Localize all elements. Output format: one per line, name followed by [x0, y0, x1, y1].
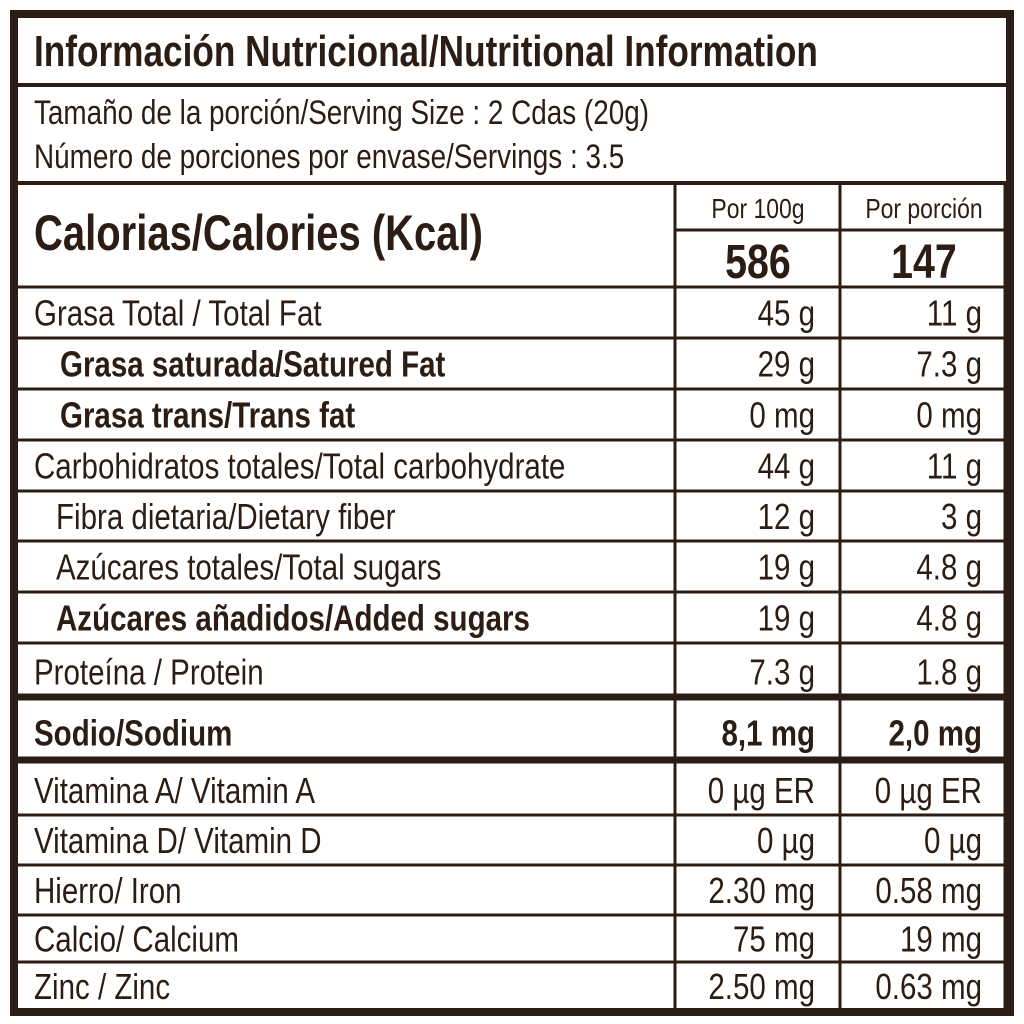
per-serving-value: 2,0 mg [889, 713, 982, 753]
per-serving-value: 19 mg [900, 919, 982, 959]
calories-label: Calorias/Calories (Kcal) [34, 205, 483, 261]
per-100g-value: 75 mg [733, 919, 815, 959]
per-100g-value: 19 g [758, 547, 815, 587]
per-serving-value: 0.63 mg [875, 966, 982, 1006]
per-100g-value: 0 mg [749, 395, 815, 435]
nutrient-name: Fibra dietaria/Dietary fiber [56, 496, 396, 536]
nutrient-name: Proteína / Protein [34, 652, 264, 692]
per-100g-value: 0 µg ER [708, 770, 815, 810]
per-serving-value: 3 g [941, 496, 982, 536]
per-serving-value: 0 mg [916, 395, 982, 435]
per-100g-value: 45 g [758, 293, 815, 333]
nutrient-name: Sodio/Sodium [34, 713, 232, 753]
nutrient-name: Azúcares añadidos/Added sugars [56, 598, 530, 638]
per-100g-value: 44 g [758, 446, 815, 486]
per-serving-value: 0.58 mg [875, 870, 982, 910]
per-serving-value: 4.8 g [916, 598, 982, 638]
nutrient-name: Vitamina A/ Vitamin A [34, 770, 315, 810]
nutrient-name: Zinc / Zinc [34, 966, 170, 1006]
per-100g-value: 7.3 g [749, 652, 815, 692]
column-header: Por porción [865, 194, 982, 225]
label-border [10, 10, 1014, 1016]
calories-value: 586 [725, 235, 791, 289]
nutrient-name: Vitamina D/ Vitamin D [34, 820, 322, 860]
per-serving-value: 1.8 g [916, 652, 982, 692]
per-100g-value: 12 g [758, 496, 815, 536]
per-serving-value: 11 g [927, 293, 982, 333]
per-100g-value: 0 µg [757, 820, 815, 860]
per-100g-value: 8,1 mg [722, 713, 815, 753]
title: Información Nutricional/Nutritional Info… [34, 27, 818, 76]
per-100g-value: 19 g [758, 598, 815, 638]
per-100g-value: 2.50 mg [708, 966, 815, 1006]
per-serving-value: 7.3 g [916, 344, 982, 384]
nutrient-name: Calcio/ Calcium [34, 919, 239, 959]
nutrient-name: Carbohidratos totales/Total carbohydrate [34, 446, 565, 486]
column-header: Por 100g [711, 194, 804, 225]
nutrient-name: Grasa trans/Trans fat [60, 395, 355, 435]
per-serving-value: 0 µg [924, 820, 982, 860]
per-serving-value: 11 g [927, 446, 982, 486]
nutrient-name: Hierro/ Iron [34, 870, 182, 910]
serving-size: Tamaño de la porción/Serving Size : 2 Cd… [34, 93, 649, 131]
per-100g-value: 2.30 mg [708, 870, 815, 910]
calories-value: 147 [891, 235, 957, 289]
per-serving-value: 4.8 g [916, 547, 982, 587]
nutrient-name: Grasa saturada/Satured Fat [60, 344, 445, 384]
per-100g-value: 29 g [758, 344, 815, 384]
servings: Número de porciones por envase/Servings … [34, 137, 624, 175]
nutrient-name: Grasa Total / Total Fat [34, 293, 322, 333]
per-serving-value: 0 µg ER [875, 770, 982, 810]
nutrient-name: Azúcares totales/Total sugars [56, 547, 441, 587]
